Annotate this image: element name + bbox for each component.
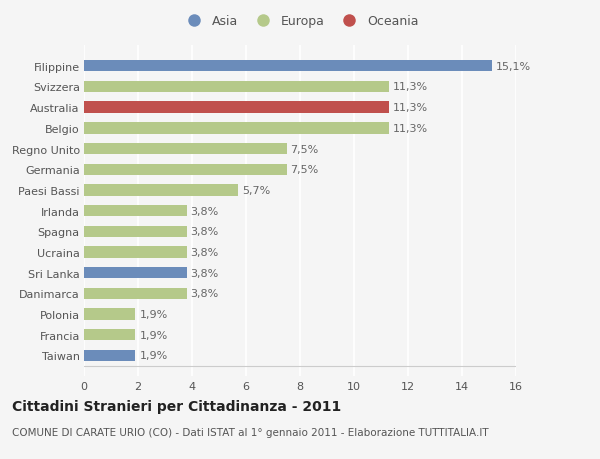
Bar [84,102,389,113]
Text: 5,7%: 5,7% [242,185,270,196]
Text: 1,9%: 1,9% [139,330,167,340]
Bar [84,288,187,299]
Bar [84,164,287,175]
Bar [84,185,238,196]
Text: 11,3%: 11,3% [393,82,428,92]
Legend: Asia, Europa, Oceania: Asia, Europa, Oceania [176,10,424,33]
Bar [84,82,389,93]
Text: Cittadini Stranieri per Cittadinanza - 2011: Cittadini Stranieri per Cittadinanza - 2… [12,399,341,413]
Bar [84,330,136,341]
Text: 1,9%: 1,9% [139,309,167,319]
Text: 3,8%: 3,8% [191,268,219,278]
Bar [84,144,287,155]
Bar [84,206,187,217]
Bar [84,247,187,258]
Text: 15,1%: 15,1% [496,62,531,72]
Bar [84,309,136,320]
Text: 3,8%: 3,8% [191,289,219,299]
Text: 1,9%: 1,9% [139,351,167,361]
Text: 3,8%: 3,8% [191,206,219,216]
Text: 3,8%: 3,8% [191,227,219,237]
Bar [84,268,187,279]
Bar [84,61,492,72]
Bar [84,226,187,237]
Text: 3,8%: 3,8% [191,247,219,257]
Text: 7,5%: 7,5% [290,165,319,175]
Text: COMUNE DI CARATE URIO (CO) - Dati ISTAT al 1° gennaio 2011 - Elaborazione TUTTIT: COMUNE DI CARATE URIO (CO) - Dati ISTAT … [12,427,488,437]
Bar [84,123,389,134]
Text: 11,3%: 11,3% [393,103,428,113]
Bar [84,350,136,361]
Text: 11,3%: 11,3% [393,123,428,134]
Text: 7,5%: 7,5% [290,144,319,154]
